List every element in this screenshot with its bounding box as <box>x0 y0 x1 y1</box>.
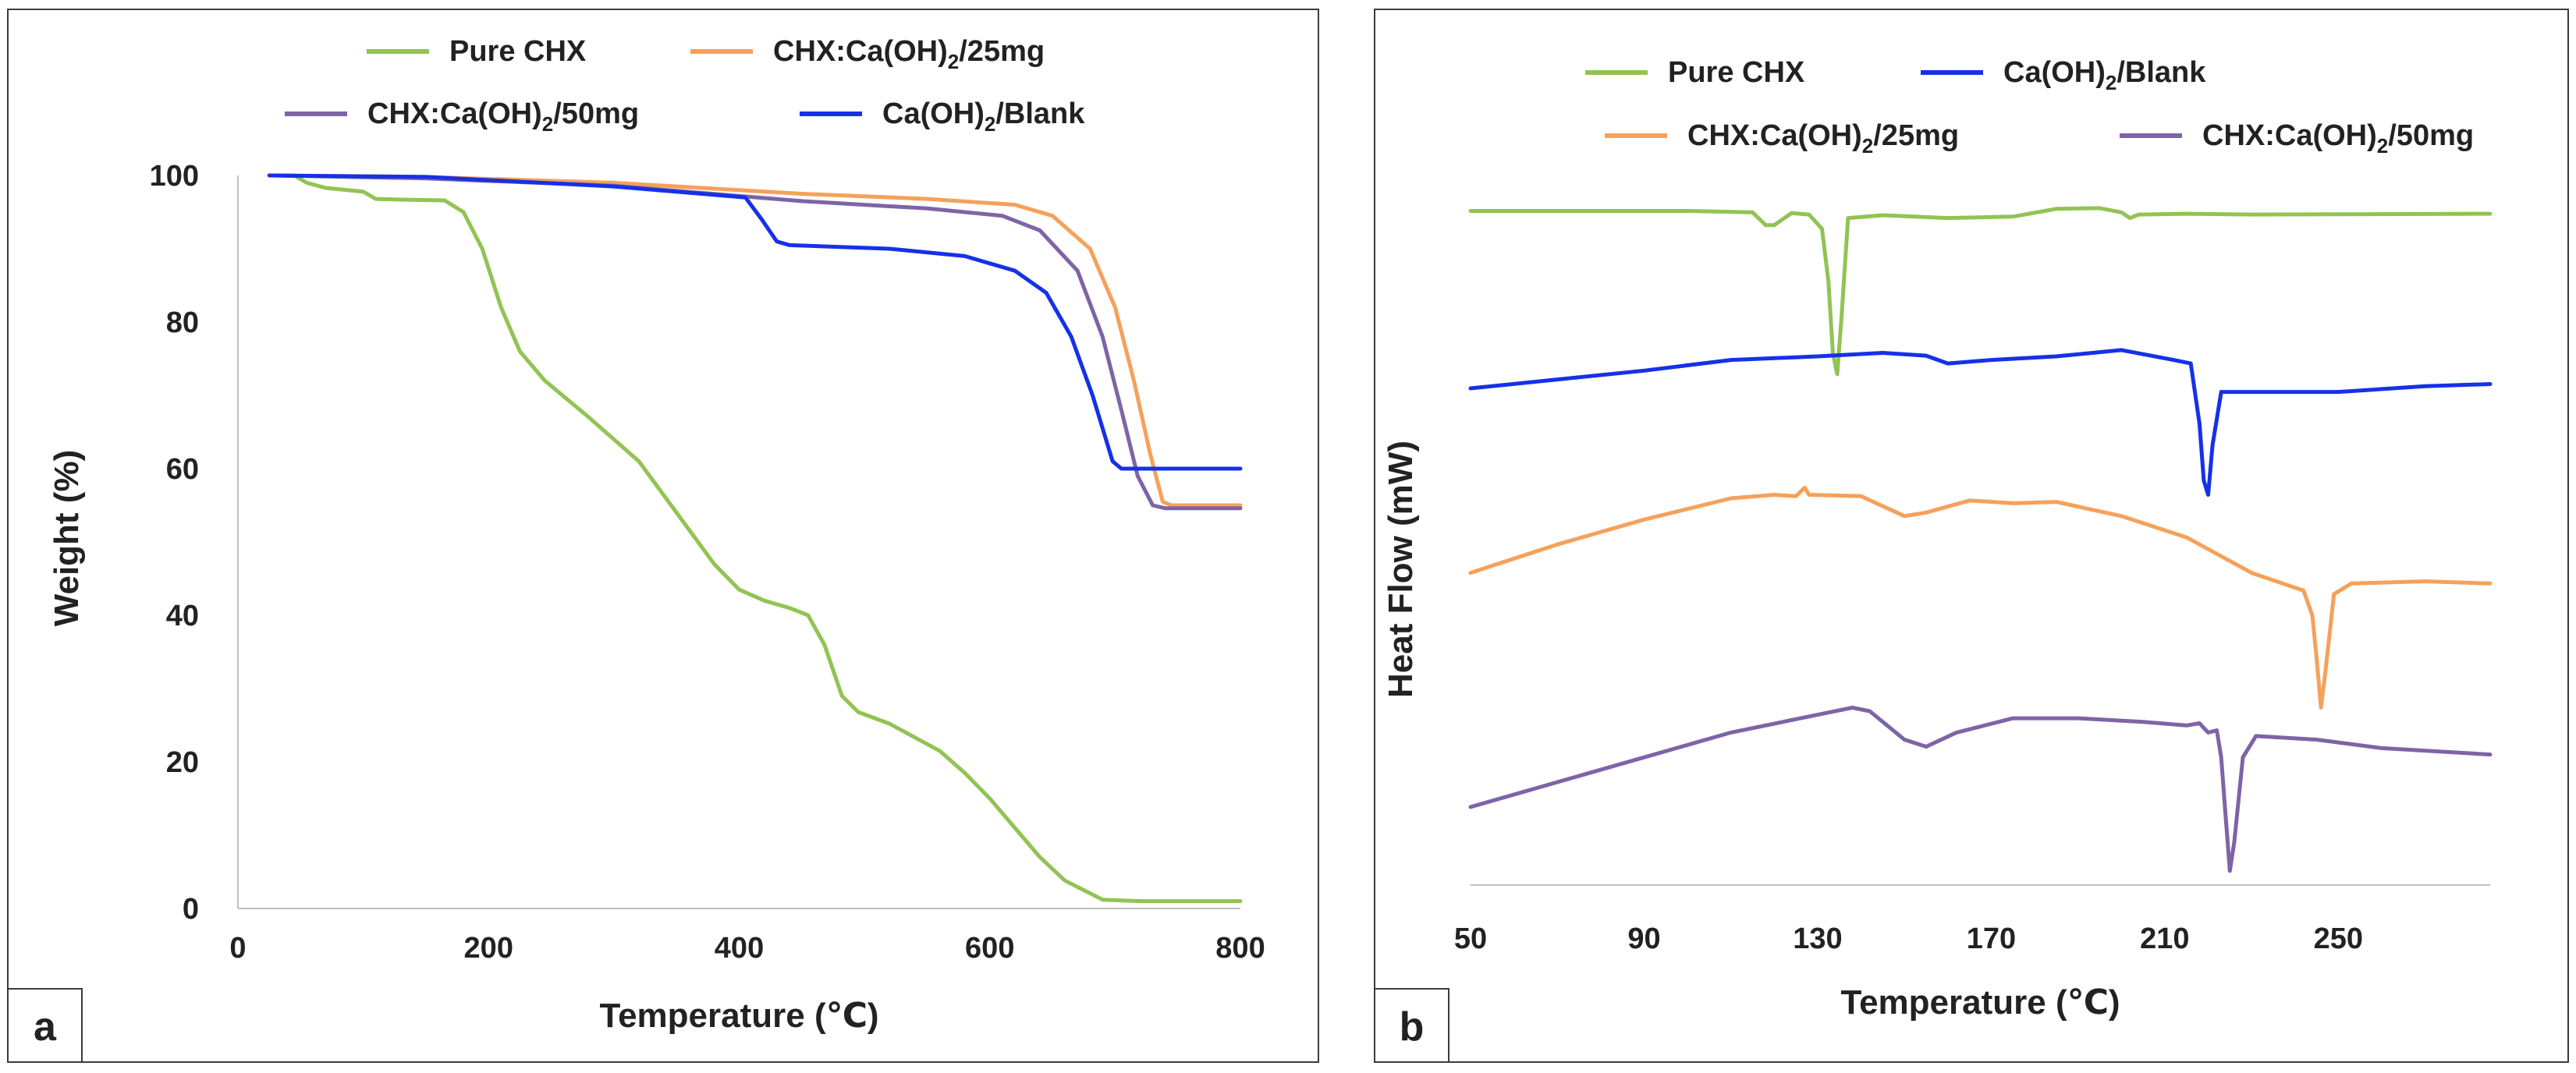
legend-label-2: CHX:Ca(OH)2/25mg <box>1687 119 1959 158</box>
x-tick-label: 0 <box>229 932 246 965</box>
y-axis-title: Weight (%) <box>48 450 86 627</box>
panel-frame <box>1374 9 2569 1063</box>
series-line-1 <box>1468 348 2493 497</box>
x-axis-title: Temperature (℃) <box>1840 983 2120 1022</box>
x-tick-label: 800 <box>1215 932 1265 965</box>
x-tick-label: 50 <box>1454 922 1487 955</box>
x-tick-label: 400 <box>715 932 764 965</box>
y-axis-title: Heat Flow (mW) <box>1382 441 1420 698</box>
x-tick-label: 250 <box>2314 922 2363 955</box>
x-tick-label: 170 <box>1967 922 2016 955</box>
panel-b: 50 90 130 170 210 250 Temperature (℃) Heat Flow… <box>1374 9 2569 1063</box>
x-tick-label: 210 <box>2140 922 2189 955</box>
panel-label: b <box>1400 1004 1425 1050</box>
legend-label-1: CHX:Ca(OH)2/25mg <box>773 35 1045 73</box>
series-line-2 <box>273 173 1243 511</box>
panel-frame <box>7 9 1319 1063</box>
y-tick-label: 0 <box>183 893 199 926</box>
y-tick-label: 60 <box>166 453 199 486</box>
x-axis-title: Temperature (℃) <box>599 997 878 1035</box>
panel-label-box <box>7 988 83 1063</box>
legend-label-2: CHX:Ca(OH)2/50mg <box>367 97 639 136</box>
panel-label-box <box>1374 988 1449 1063</box>
x-tick-label: 90 <box>1627 922 1660 955</box>
series-line-0 <box>1468 206 2493 377</box>
series-line-3 <box>1468 706 2493 873</box>
panel-label: a <box>34 1004 57 1050</box>
y-tick-label: 40 <box>166 600 199 632</box>
x-tick-label: 200 <box>464 932 513 965</box>
x-tick-label: 130 <box>1793 922 1842 955</box>
legend-label-3: Ca(OH)2/Blank <box>882 97 1085 136</box>
legend-label-0: Pure CHX <box>449 35 587 68</box>
x-tick-label: 600 <box>965 932 1014 965</box>
legend-label-0: Pure CHX <box>1668 56 1805 89</box>
series-line-0 <box>273 173 1243 904</box>
series-line-3 <box>267 173 1243 471</box>
series-line-2 <box>1468 485 2493 710</box>
series-line-1 <box>273 173 1243 508</box>
y-tick-label: 80 <box>166 306 199 339</box>
y-tick-label: 20 <box>166 746 199 779</box>
y-tick-label: 100 <box>150 160 199 193</box>
panel-a: 0 200 400 600 800 0 20 40 60 80 100 Temperature (℃)… <box>7 9 1319 1063</box>
legend-label-3: CHX:Ca(OH)2/50mg <box>2202 119 2474 158</box>
legend-label-1: Ca(OH)2/Blank <box>2003 56 2206 94</box>
